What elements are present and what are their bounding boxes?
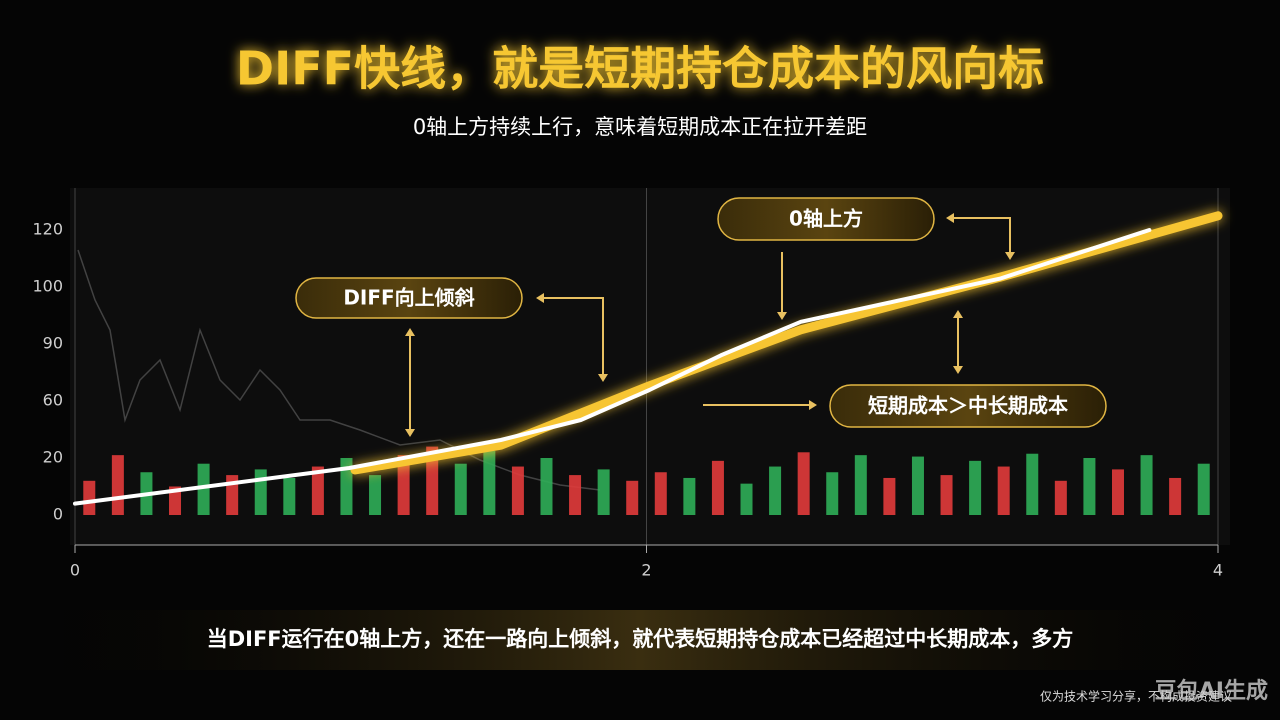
y-tick-label: 20 xyxy=(43,448,63,467)
volume-bar xyxy=(369,475,382,515)
volume-bar xyxy=(654,472,667,515)
volume-bar xyxy=(1111,469,1124,515)
annotation: DIFF向上倾斜 xyxy=(343,286,474,310)
arrow-head xyxy=(777,312,787,320)
arrow-head xyxy=(946,213,954,223)
arrow xyxy=(948,217,1011,258)
volume-bar xyxy=(340,458,353,515)
arrow-head xyxy=(953,310,963,318)
volume-bar xyxy=(197,463,210,515)
volume-bar xyxy=(940,475,953,515)
volume-bar xyxy=(283,477,296,515)
volume-bar xyxy=(1083,458,1096,515)
annotation: 短期成本＞中长期成本 xyxy=(868,394,1068,418)
y-tick-label: 100 xyxy=(32,277,63,296)
y-tick-label: 60 xyxy=(43,391,63,410)
arrow-head xyxy=(405,328,415,336)
volume-bar xyxy=(740,483,753,515)
arrow-head xyxy=(1005,252,1015,260)
volume-bar xyxy=(997,466,1010,515)
volume-bar xyxy=(169,486,182,515)
volume-bar xyxy=(483,450,496,515)
arrow-head xyxy=(953,366,963,374)
volume-bar xyxy=(711,460,724,515)
volume-bar xyxy=(311,466,324,515)
x-tick-label: 0 xyxy=(70,561,80,580)
volume-bar xyxy=(1140,455,1153,515)
disclaimer: 仅为技术学习分享，不构成投资建议 xyxy=(1040,689,1232,704)
title: DIFF快线，就是短期持仓成本的风向标 xyxy=(236,42,1044,96)
volume-bar xyxy=(911,456,924,515)
volume-bar xyxy=(597,469,610,515)
arrow-head xyxy=(405,429,415,437)
volume-bar xyxy=(397,455,410,515)
volume-bar xyxy=(797,452,810,515)
volume-bar xyxy=(683,477,696,515)
volume-bar xyxy=(569,475,582,515)
annotation-box xyxy=(829,384,1107,428)
volume-bar xyxy=(540,458,553,515)
arrow-head xyxy=(598,374,608,382)
arrow-head xyxy=(536,293,544,303)
volume-bar xyxy=(1054,480,1067,515)
volume-bar xyxy=(83,480,96,515)
volume-bar xyxy=(254,469,267,515)
y-tick-label: 0 xyxy=(53,505,63,524)
y-tick-label: 90 xyxy=(43,334,63,353)
caption: 当DIFF运行在0轴上方，还在一路向上倾斜，就代表短期持仓成本已经超过中长期成本… xyxy=(207,627,1074,651)
volume-bar xyxy=(854,455,867,515)
subtitle: 0轴上方持续上行，意味着短期成本正在拉开差距 xyxy=(413,115,867,139)
arrow-head xyxy=(809,400,817,410)
volume-bar xyxy=(883,477,896,515)
volume-bar xyxy=(1026,453,1039,515)
volume-bar xyxy=(111,455,124,515)
volume-bar xyxy=(426,446,439,515)
x-tick-label: 4 xyxy=(1213,561,1223,580)
volume-bar xyxy=(626,480,639,515)
volume-bar xyxy=(826,472,839,515)
volume-bar xyxy=(969,460,982,515)
volume-bar xyxy=(769,466,782,515)
annotation: 0轴上方 xyxy=(789,207,863,231)
volume-bar xyxy=(1197,463,1210,515)
annotation-box xyxy=(295,277,523,319)
volume-bar xyxy=(454,463,467,515)
volume-bar xyxy=(511,466,524,515)
series-line xyxy=(73,228,1152,506)
volume-bar xyxy=(1169,477,1182,515)
watermark: 豆包AI生成 xyxy=(1155,678,1268,704)
caption-band xyxy=(0,610,1280,670)
annotation-box xyxy=(717,197,935,241)
arrow xyxy=(538,297,604,380)
y-tick-label: 120 xyxy=(32,220,63,239)
x-tick-label: 2 xyxy=(641,561,651,580)
